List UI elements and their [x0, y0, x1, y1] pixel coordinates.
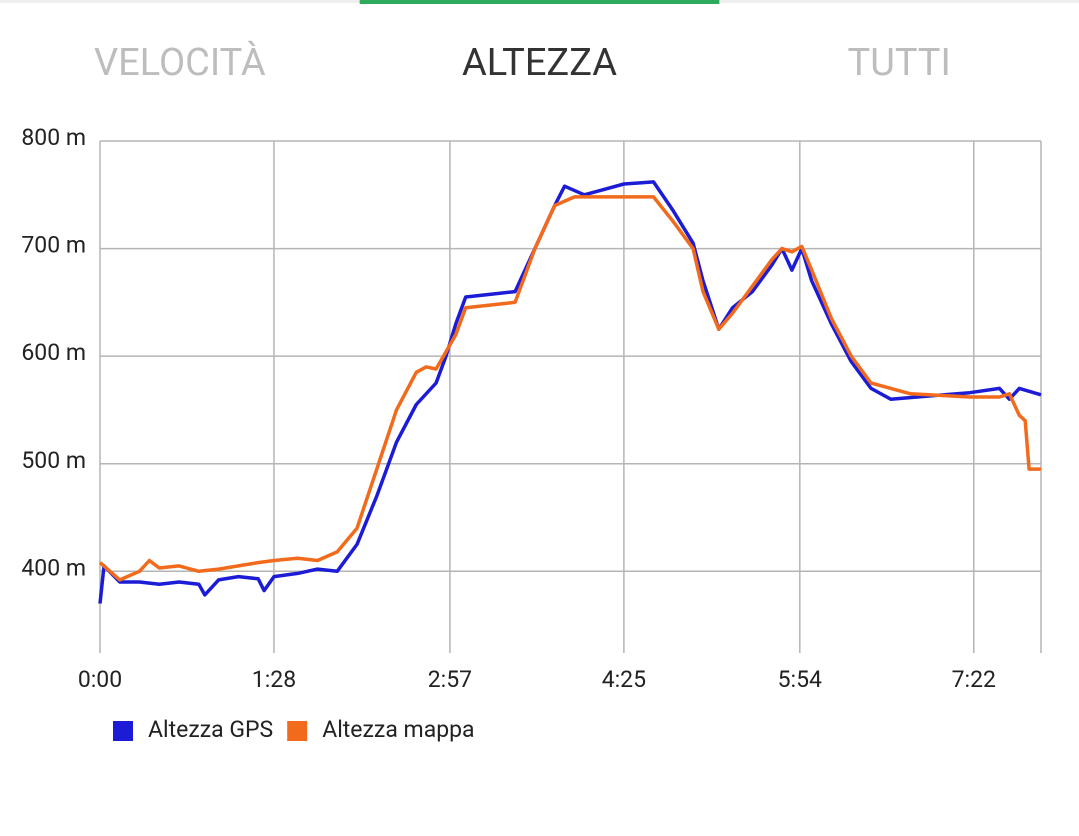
legend-swatch — [287, 721, 308, 741]
x-tick-label: 7:22 — [952, 666, 996, 693]
x-tick-label: 0:00 — [78, 666, 122, 693]
tab[interactable]: TUTTI — [848, 41, 951, 85]
y-tick-label: 800 m — [21, 124, 86, 151]
line-series — [98, 195, 1041, 582]
tab[interactable]: VELOCITÀ — [94, 40, 266, 85]
legend-swatch — [113, 721, 133, 741]
x-tick-label: 4:25 — [602, 666, 646, 693]
x-tick-label: 2:57 — [428, 666, 472, 693]
y-tick-label: 500 m — [21, 447, 86, 474]
tab-indicator — [359, 0, 720, 4]
y-tick-label: 700 m — [21, 232, 86, 259]
x-tick-label: 1:28 — [252, 666, 296, 693]
tab[interactable]: ALTEZZA — [462, 41, 617, 85]
y-tick-label: 600 m — [21, 339, 86, 366]
x-tick-label: 5:54 — [778, 666, 822, 693]
y-tick-label: 400 m — [21, 554, 86, 581]
legend-label: Altezza GPS — [148, 716, 273, 743]
legend-label: Altezza mappa — [322, 716, 474, 743]
